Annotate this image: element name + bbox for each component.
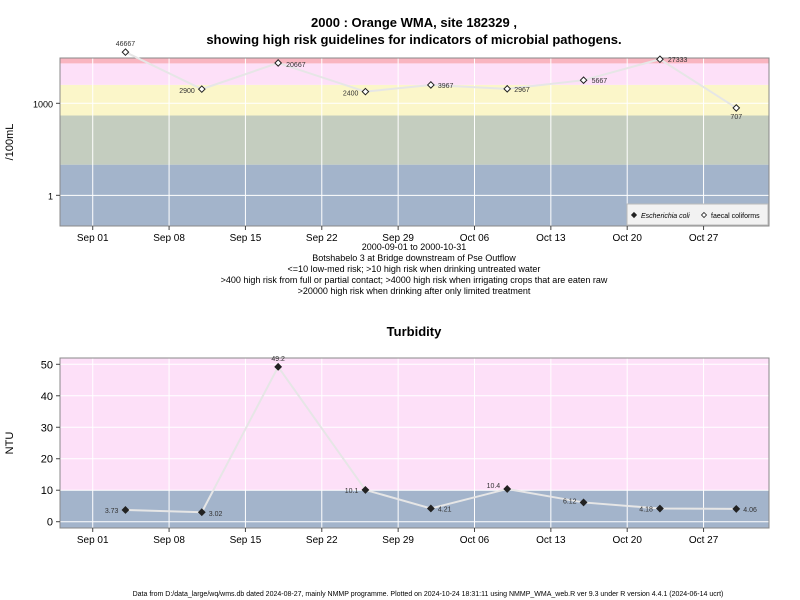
y-tick-label: 30: [41, 422, 53, 434]
turbidity-title: Turbidity: [387, 324, 442, 339]
y-tick-label: 20: [41, 454, 53, 466]
plot-frame: [59, 57, 770, 227]
y-tick-label: 1: [48, 191, 53, 201]
data-label: 27333: [668, 57, 688, 64]
x-tick-label: Oct 06: [460, 233, 490, 244]
y-tick-label: 1000: [33, 99, 53, 109]
x-tick-label: Sep 22: [306, 535, 338, 546]
legend-label: faecal coliforms: [711, 213, 760, 220]
x-tick-label: Oct 27: [689, 535, 719, 546]
x-tick-label: Oct 13: [536, 233, 566, 244]
data-label: 20667: [286, 62, 306, 69]
data-point: [197, 508, 206, 517]
data-point: [579, 76, 588, 85]
data-point: [732, 104, 741, 112]
y-tick-label: 50: [41, 359, 53, 371]
data-point: [361, 486, 370, 494]
data-label: 6.12: [563, 498, 577, 505]
x-tick-label: Sep 08: [153, 535, 185, 546]
data-label: 4.06: [743, 507, 757, 514]
data-point: [656, 504, 664, 513]
data-label: 10.4: [487, 483, 501, 490]
data-point: [426, 504, 435, 513]
x-tick-label: Oct 20: [612, 535, 642, 546]
data-label: 4.21: [438, 506, 452, 513]
data-point: [274, 59, 283, 67]
chart-title-line-2: showing high risk guidelines for indicat…: [206, 32, 621, 47]
risk-band-red: [60, 58, 769, 64]
x-tick-label: Oct 06: [460, 535, 490, 546]
data-label: 5667: [592, 78, 608, 85]
x-tick-label: Oct 13: [536, 535, 566, 546]
data-point: [426, 81, 435, 89]
legend-label: Escherichia coli: [641, 213, 690, 220]
y-tick-label: 0: [47, 517, 53, 529]
y-axis-label: /100mL: [4, 124, 16, 161]
caption-line: 2000-09-01 to 2000-10-31: [362, 242, 467, 252]
footer-note: Data from D:/data_large/wq/wms.db dated …: [133, 591, 724, 598]
data-label: 3.73: [105, 508, 119, 515]
data-label: 3.02: [209, 511, 223, 518]
data-point: [274, 362, 283, 371]
data-point: [361, 87, 370, 96]
chart-title-line-1: 2000 : Orange WMA, site 182329 ,: [311, 15, 517, 30]
data-point: [121, 48, 130, 57]
data-point: [197, 85, 206, 94]
x-tick-label: Sep 08: [153, 233, 185, 244]
y-tick-label: 40: [41, 391, 53, 403]
legend-symbol: [700, 211, 708, 219]
caption-line: <=10 low-med risk; >10 high risk when dr…: [288, 264, 541, 274]
caption-line: Botshabelo 3 at Bridge downstream of Pse…: [312, 253, 516, 263]
risk-band-pink: [60, 63, 769, 85]
x-tick-label: Sep 29: [382, 535, 414, 546]
x-tick-label: Oct 20: [612, 233, 642, 244]
data-label: 4.18: [639, 507, 653, 514]
data-label: 2900: [179, 88, 195, 95]
caption-line: >400 high risk from full or partial cont…: [221, 275, 608, 285]
data-label: 2967: [514, 87, 530, 94]
y-axis-label: NTU: [4, 432, 16, 455]
risk-band-grey: [60, 115, 769, 165]
microbial-panel: 1 1000 Sep 01 Sep 08 Sep 15 Sep 22 Sep 29 Oct 0…: [4, 41, 770, 244]
x-tick-label: Oct 27: [689, 233, 719, 244]
x-tick-label: Sep 15: [230, 535, 262, 546]
data-label: 2400: [343, 91, 359, 98]
data-point: [732, 505, 741, 513]
legend-symbol: [630, 211, 638, 219]
plot-frame: [59, 357, 770, 529]
data-point: [503, 485, 512, 493]
data-point: [579, 498, 588, 507]
caption-line: >20000 high risk when drinking after onl…: [298, 286, 531, 296]
data-label: 707: [730, 114, 742, 121]
data-label: 46667: [116, 41, 136, 48]
risk-band-yellow: [60, 84, 769, 116]
data-label: 3967: [438, 83, 454, 90]
data-label: 10.1: [345, 488, 359, 495]
turbidity-panel: 0 10 20 30 40 50 Sep 01 Sep 08 Sep 15 Sep 22 Sep 2…: [4, 356, 770, 546]
data-label: 49.2: [271, 356, 285, 363]
data-point: [503, 84, 512, 93]
x-tick-label: Sep 22: [306, 233, 338, 244]
x-tick-label: Sep 15: [230, 233, 262, 244]
x-tick-label: Sep 01: [77, 535, 109, 546]
data-point: [656, 55, 664, 64]
legend-box: [626, 203, 769, 226]
x-tick-label: Sep 01: [77, 233, 109, 244]
risk-band-pink: [60, 358, 769, 491]
x-tick-label: Sep 29: [382, 233, 414, 244]
data-point: [121, 506, 130, 514]
y-tick-label: 10: [41, 485, 53, 497]
